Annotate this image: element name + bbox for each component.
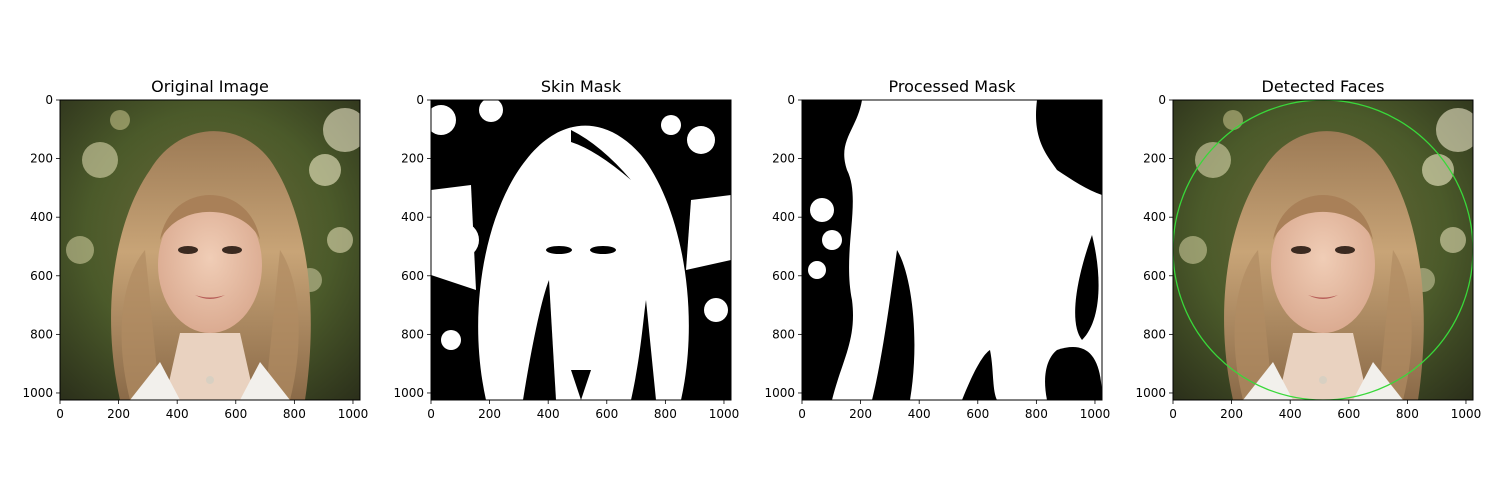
- x-tick-label: 0: [56, 407, 64, 421]
- y-tick-label: 600: [401, 269, 424, 283]
- panel-image: [431, 100, 731, 400]
- y-tick-label: 1000: [22, 386, 53, 400]
- y-tick-label: 0: [45, 93, 53, 107]
- x-tick-label: 400: [908, 407, 931, 421]
- x-tick-label: 600: [966, 407, 989, 421]
- x-tick-label: 200: [1220, 407, 1243, 421]
- axes-frame: [59, 99, 361, 401]
- panel-image: [60, 100, 360, 400]
- y-tick-label: 0: [787, 93, 795, 107]
- y-tick-label: 800: [30, 327, 53, 341]
- x-tick-label: 0: [1169, 407, 1177, 421]
- panel-title: Processed Mask: [889, 77, 1017, 96]
- panel-title: Skin Mask: [541, 77, 622, 96]
- x-tick-label: 1000: [1080, 407, 1111, 421]
- y-tick-label: 600: [30, 269, 53, 283]
- x-tick-label: 400: [1279, 407, 1302, 421]
- x-tick-label: 200: [849, 407, 872, 421]
- x-tick-label: 800: [654, 407, 677, 421]
- y-tick-label: 1000: [393, 386, 424, 400]
- y-tick-label: 200: [772, 152, 795, 166]
- x-tick-label: 600: [224, 407, 247, 421]
- panel-image: [1173, 100, 1473, 400]
- x-tick-label: 800: [1025, 407, 1048, 421]
- x-tick-label: 1000: [709, 407, 740, 421]
- x-tick-label: 0: [427, 407, 435, 421]
- x-tick-label: 1000: [1451, 407, 1482, 421]
- y-tick-label: 400: [1143, 210, 1166, 224]
- y-tick-label: 600: [1143, 269, 1166, 283]
- panel-title: Original Image: [151, 77, 269, 96]
- axes-frame: [1172, 99, 1474, 401]
- y-tick-label: 800: [1143, 327, 1166, 341]
- y-tick-label: 400: [401, 210, 424, 224]
- y-tick-label: 200: [30, 152, 53, 166]
- y-tick-label: 0: [1158, 93, 1166, 107]
- x-tick-label: 1000: [338, 407, 369, 421]
- x-tick-label: 600: [595, 407, 618, 421]
- x-tick-label: 200: [107, 407, 130, 421]
- x-tick-label: 600: [1337, 407, 1360, 421]
- y-tick-label: 200: [1143, 152, 1166, 166]
- y-tick-label: 600: [772, 269, 795, 283]
- axes-frame: [801, 99, 1103, 401]
- x-tick-label: 200: [478, 407, 501, 421]
- y-tick-label: 200: [401, 152, 424, 166]
- x-tick-label: 400: [537, 407, 560, 421]
- x-tick-label: 0: [798, 407, 806, 421]
- y-tick-label: 400: [30, 210, 53, 224]
- y-tick-label: 1000: [764, 386, 795, 400]
- y-tick-label: 0: [416, 93, 424, 107]
- x-tick-label: 800: [1396, 407, 1419, 421]
- x-tick-label: 400: [166, 407, 189, 421]
- panel-title: Detected Faces: [1262, 77, 1385, 96]
- y-tick-label: 400: [772, 210, 795, 224]
- y-tick-label: 800: [401, 327, 424, 341]
- x-tick-label: 800: [283, 407, 306, 421]
- panel-image: [802, 100, 1102, 400]
- y-tick-label: 1000: [1135, 386, 1166, 400]
- y-tick-label: 800: [772, 327, 795, 341]
- axes-frame: [430, 99, 732, 401]
